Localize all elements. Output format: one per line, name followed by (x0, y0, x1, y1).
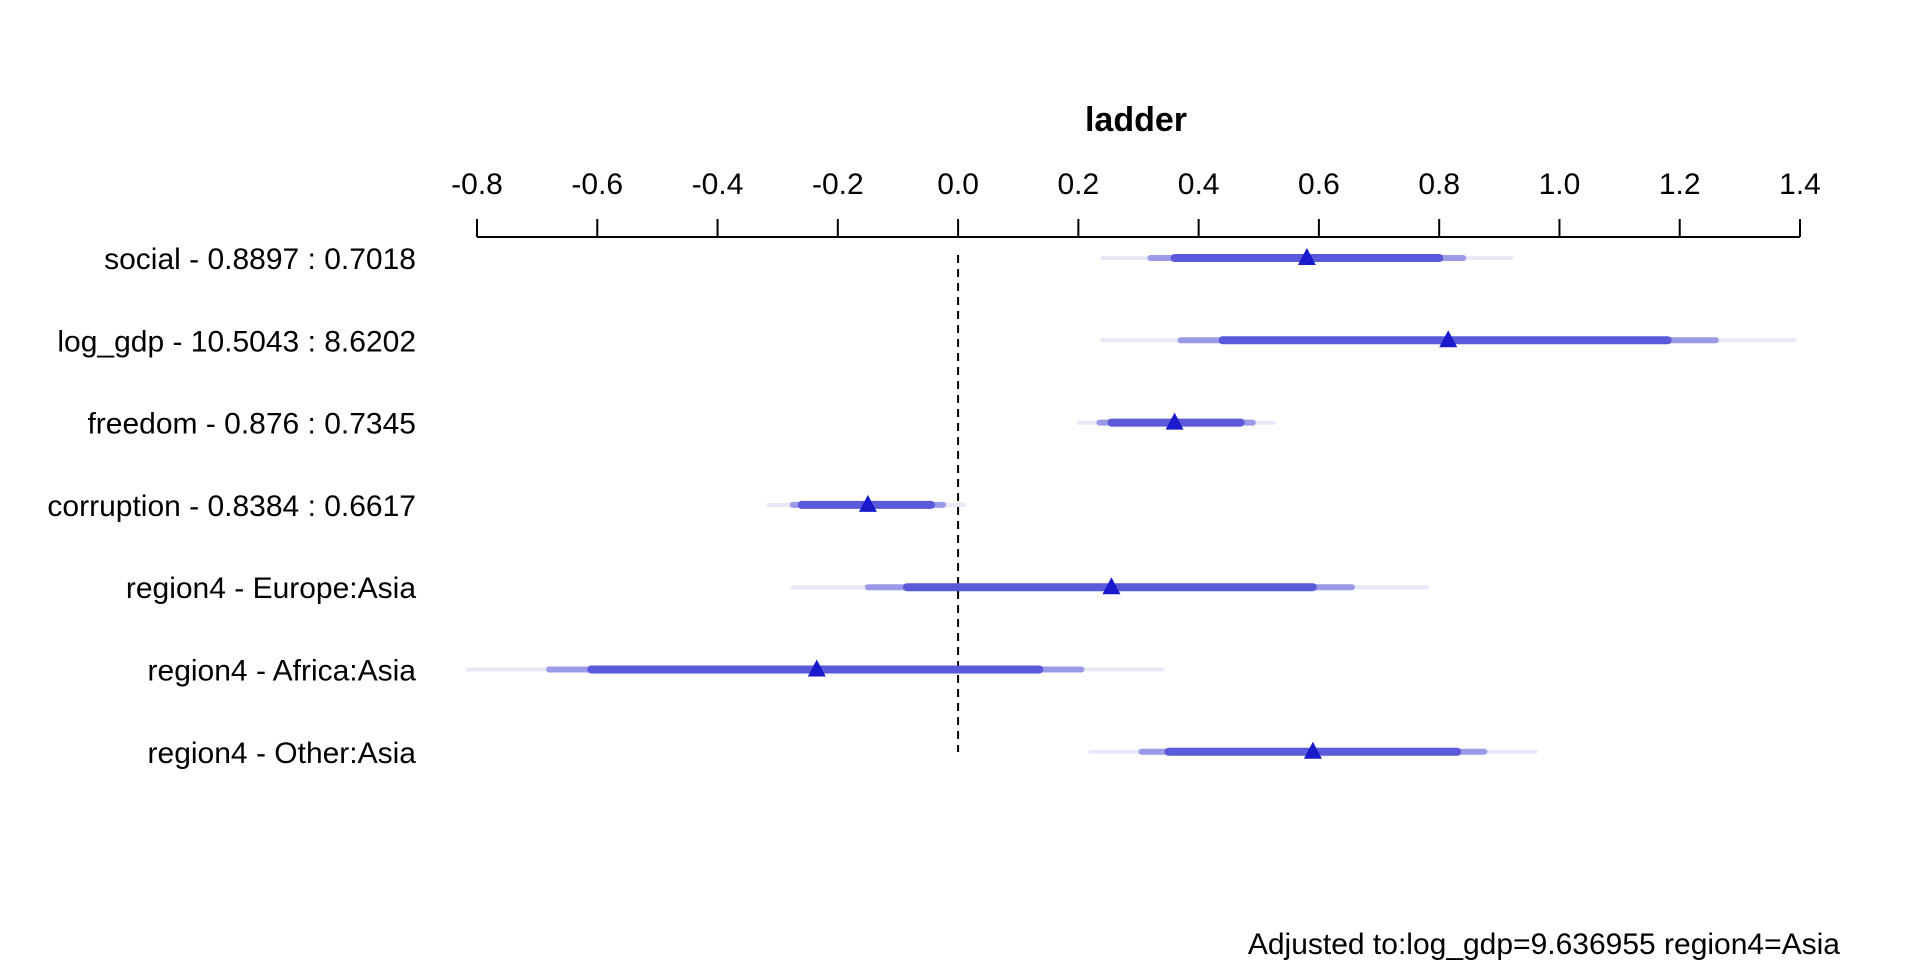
row-label: social - 0.8897 : 0.7018 (104, 243, 416, 276)
interval-row: log_gdp - 10.5043 : 8.6202 (57, 325, 1796, 358)
x-tick-label: -0.4 (692, 168, 744, 201)
x-tick-label: 1.4 (1779, 168, 1821, 201)
estimate-marker (1303, 741, 1322, 759)
estimate-marker (1165, 412, 1184, 430)
interval-row: social - 0.8897 : 0.7018 (104, 243, 1514, 276)
x-tick-label: 0.8 (1418, 168, 1460, 201)
interval-rows: social - 0.8897 : 0.7018 log_gdp - 10.504… (47, 243, 1796, 770)
x-tick-label: 1.2 (1659, 168, 1701, 201)
interval-row: region4 - Other:Asia (148, 737, 1538, 770)
x-tick-label: 0.2 (1058, 168, 1100, 201)
row-label: corruption - 0.8384 : 0.6617 (47, 490, 416, 523)
chart-title: ladder (1085, 101, 1187, 139)
x-tick-label: -0.8 (451, 168, 503, 201)
x-tick-label: 0.0 (937, 168, 979, 201)
interval-row: region4 - Europe:Asia (126, 572, 1430, 605)
adjustment-footnote: Adjusted to:log_gdp=9.636955 region4=Asi… (1248, 928, 1840, 960)
x-tick-label: 0.4 (1178, 168, 1220, 201)
row-label: freedom - 0.876 : 0.7345 (87, 408, 416, 441)
estimate-marker (807, 659, 826, 677)
row-label: region4 - Africa:Asia (148, 655, 417, 688)
x-tick-label: -0.6 (571, 168, 623, 201)
estimate-marker (1439, 330, 1458, 348)
interval-row: freedom - 0.876 : 0.7345 (87, 408, 1276, 441)
interval-row: corruption - 0.8384 : 0.6617 (47, 490, 967, 523)
x-axis: -0.8 -0.6 -0.4 -0.2 0.0 0.2 0.4 0.6 0.8 1.0 1.2 1.4 (451, 168, 1821, 238)
estimate-marker (1102, 577, 1121, 595)
interval-row: region4 - Africa:Asia (148, 655, 1165, 688)
row-label: region4 - Europe:Asia (126, 572, 416, 605)
row-label: log_gdp - 10.5043 : 8.6202 (57, 325, 416, 358)
row-label: region4 - Other:Asia (148, 737, 417, 770)
estimate-marker (858, 494, 877, 512)
estimate-marker (1297, 248, 1316, 265)
x-tick-label: 0.6 (1298, 168, 1340, 201)
x-tick-label: 1.0 (1539, 168, 1581, 201)
x-tick-label: -0.2 (812, 168, 864, 201)
